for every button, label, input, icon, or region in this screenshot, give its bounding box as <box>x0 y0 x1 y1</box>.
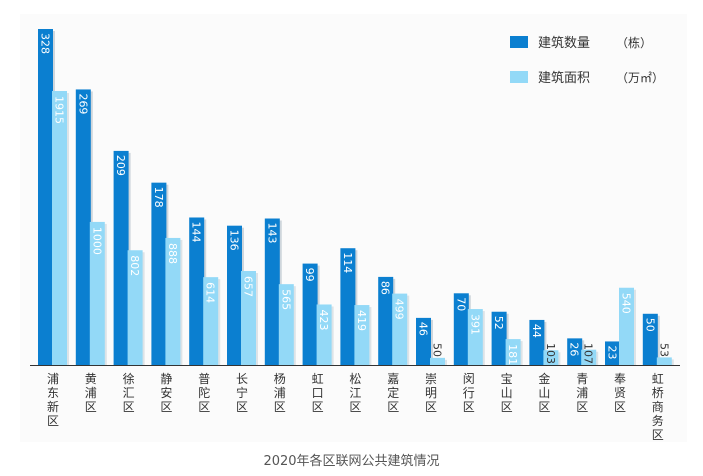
bar-count-17 <box>642 313 658 365</box>
x-tick-label: 青浦区 <box>576 372 588 414</box>
x-tick-label: 崇明区 <box>425 372 437 414</box>
bar-count-1 <box>38 29 53 365</box>
bar-area-14 <box>543 350 559 365</box>
value-label-area: 888 <box>166 243 179 264</box>
chart-caption: 2020年各区联网公共建筑情况 <box>263 454 440 469</box>
bar-area-5 <box>203 277 219 365</box>
bar-area-13 <box>505 339 521 365</box>
bar-count-9 <box>340 248 356 365</box>
legend-unit-2: （万㎡） <box>616 71 664 85</box>
bar-count-16 <box>605 341 620 365</box>
value-label-area: 423 <box>317 309 330 330</box>
value-label-count: 23 <box>606 345 619 359</box>
bar-count-10 <box>378 276 394 365</box>
value-label-area: 657 <box>242 276 255 297</box>
bar-area-4 <box>165 237 181 365</box>
x-tick-label: 闵行区 <box>463 371 475 414</box>
bar-count-15 <box>567 338 583 365</box>
value-label-count: 99 <box>303 268 316 282</box>
legend-label-2: 建筑面积 <box>538 70 590 86</box>
value-label-count: 144 <box>190 221 203 242</box>
value-label-count: 50 <box>643 318 656 332</box>
bar-count-5 <box>189 217 205 365</box>
x-tick-label: 徐汇区 <box>123 371 135 414</box>
value-label-area: 391 <box>468 314 481 335</box>
legend-swatch-1 <box>510 36 528 48</box>
value-label-area: 181 <box>506 344 519 365</box>
bar-area-3 <box>127 250 143 365</box>
legend: 建筑数量 （栋） 建筑面积 （万㎡） <box>510 35 664 86</box>
value-label-count: 52 <box>492 316 505 330</box>
bar-count-3 <box>113 150 129 365</box>
value-label-area: 499 <box>393 299 406 320</box>
x-tick-label: 黄浦区 <box>85 372 97 414</box>
value-label-area: 103 <box>544 343 557 364</box>
bar-count-11 <box>416 317 431 365</box>
x-tick-label: 松江区 <box>349 372 361 414</box>
x-tick-label: 浦东新区 <box>47 372 59 428</box>
bar-area-6 <box>241 270 256 365</box>
value-label-area: 53 <box>657 343 670 357</box>
series-count-bars <box>38 29 660 365</box>
value-label-count: 136 <box>228 230 241 251</box>
value-label-count: 86 <box>379 281 392 295</box>
x-tick-label: 普陀区 <box>198 372 210 414</box>
bar-area-2 <box>89 221 105 365</box>
value-label-area: 802 <box>128 255 141 276</box>
value-label-area: 565 <box>279 289 292 310</box>
value-label-count: 114 <box>341 252 354 273</box>
value-label-count: 209 <box>114 155 127 176</box>
bar-count-8 <box>302 263 318 365</box>
x-tick-label: 虹桥商务区 <box>652 372 664 442</box>
value-label-count: 46 <box>417 322 430 336</box>
value-label-area: 1915 <box>53 96 66 124</box>
bar-area-1 <box>52 91 67 365</box>
bar-count-14 <box>529 319 545 365</box>
x-tick-label: 杨浦区 <box>274 371 286 414</box>
bar-count-4 <box>151 182 167 365</box>
x-tick-label: 嘉定区 <box>387 372 399 414</box>
bar-area-8 <box>316 304 332 365</box>
legend-unit-1: （栋） <box>616 35 652 50</box>
legend-label-1: 建筑数量 <box>538 35 590 51</box>
bar-count-13 <box>491 311 507 365</box>
value-label-count: 178 <box>152 187 165 208</box>
bar-area-11 <box>430 357 445 365</box>
x-tick-label: 宝山区 <box>501 372 513 414</box>
bar-count-12 <box>453 293 469 365</box>
x-tick-labels: 浦东新区 黄浦区 徐汇区 静安区 普陀区 长宁区 杨浦区 虹口区 松江区 嘉定区 崇明区 闵行区 宝山区… <box>47 371 664 442</box>
value-label-area: 1000 <box>90 227 103 255</box>
x-tick-label: 虹口区 <box>312 372 324 414</box>
x-tick-label: 静安区 <box>160 372 172 414</box>
bar-count-7 <box>264 218 280 365</box>
x-tick-label: 奉贤区 <box>614 372 626 414</box>
bar-area-15 <box>581 349 597 365</box>
chart-svg: 328 1915 269 1000 209 802 178 888 144 614 136 657 14… <box>30 29 680 442</box>
value-label-area: 419 <box>355 310 368 331</box>
chart-area: 328 1915 269 1000 209 802 178 888 144 614 136 657 14… <box>20 14 687 442</box>
legend-swatch-2 <box>510 71 528 83</box>
bar-count-2 <box>75 89 91 365</box>
value-label-count: 328 <box>39 33 52 54</box>
bar-count-6 <box>227 225 242 365</box>
value-labels: 328 1915 269 1000 209 802 178 888 144 614 136 657 14… <box>39 33 671 365</box>
value-label-area: 540 <box>620 293 633 314</box>
bar-area-7 <box>278 284 294 365</box>
value-label-area: 107 <box>582 343 595 364</box>
bar-area-17 <box>656 357 672 365</box>
bar-area-12 <box>467 309 483 365</box>
value-label-count: 70 <box>454 297 467 311</box>
value-label-count: 269 <box>76 93 89 114</box>
bar-area-16 <box>619 287 634 365</box>
x-tick-label: 长宁区 <box>236 372 248 414</box>
value-label-area: 614 <box>204 282 217 303</box>
value-label-count: 143 <box>265 223 278 244</box>
value-label-area: 50 <box>431 343 444 357</box>
series-area-bars <box>52 91 674 365</box>
value-label-count: 26 <box>568 342 581 356</box>
bar-area-9 <box>354 305 370 365</box>
value-label-count: 44 <box>530 324 543 338</box>
x-tick-label: 金山区 <box>538 371 550 414</box>
bar-area-10 <box>392 293 408 365</box>
